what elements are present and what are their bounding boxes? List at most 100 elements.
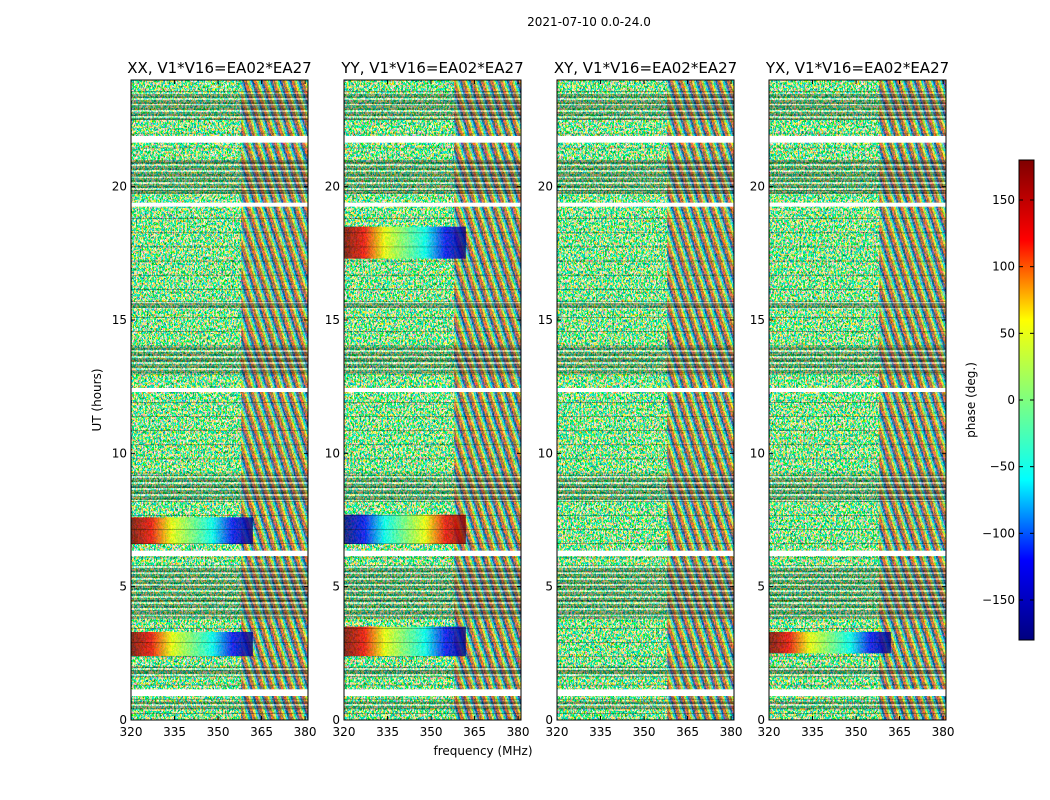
smooth-band <box>131 517 253 544</box>
colorbar-tick-label: −100 <box>982 526 1015 540</box>
phase-image-2 <box>557 80 734 720</box>
x-tick-label: 380 <box>932 725 955 739</box>
panel-frame <box>130 79 309 721</box>
striped-band <box>769 346 946 374</box>
panel-frame <box>768 79 947 721</box>
colorbar-tick-label: 150 <box>992 193 1015 207</box>
striped-band <box>344 474 521 502</box>
colorbar-tick-label: 100 <box>992 260 1015 274</box>
y-tick-label: 15 <box>112 313 127 327</box>
y-tick-label: 20 <box>112 180 127 194</box>
striped-band <box>131 346 308 374</box>
x-tick-label: 350 <box>845 725 868 739</box>
flag-gap <box>557 550 734 556</box>
striped-band <box>344 93 521 120</box>
striped-band <box>131 666 308 678</box>
flag-gap <box>344 388 521 392</box>
x-tick-label: 350 <box>633 725 656 739</box>
y-tick-label: 10 <box>750 446 765 460</box>
flag-gap <box>131 136 308 143</box>
y-tick-label: 10 <box>325 446 340 460</box>
striped-band <box>344 565 521 619</box>
flag-gap <box>131 689 308 696</box>
panel-title: XX, V1*V16=EA02*EA27 <box>127 59 311 77</box>
x-tick-label: 320 <box>120 725 143 739</box>
striped-band <box>557 346 734 374</box>
x-tick-label: 350 <box>207 725 230 739</box>
flag-gap <box>131 550 308 556</box>
x-tick-label: 365 <box>250 725 273 739</box>
panel-title: YY, V1*V16=EA02*EA27 <box>340 59 523 77</box>
x-tick-label: 320 <box>758 725 781 739</box>
panel-title: YX, V1*V16=EA02*EA27 <box>765 59 949 77</box>
flag-gap <box>769 202 946 207</box>
y-tick-label: 5 <box>332 580 340 594</box>
striped-band <box>769 666 946 678</box>
flag-gap <box>344 689 521 696</box>
panel-3: YX, V1*V16=EA02*EA27 320 335 350 365 380 0 5 10 1… <box>750 59 955 739</box>
striped-band <box>557 666 734 678</box>
flag-gap <box>557 689 734 696</box>
phase-image-3 <box>769 80 946 720</box>
striped-band <box>557 160 734 195</box>
striped-band <box>131 701 308 710</box>
y-tick-label: 0 <box>545 713 553 727</box>
x-tick-label: 335 <box>589 725 612 739</box>
smooth-band <box>344 226 466 259</box>
striped-band <box>557 474 734 502</box>
smooth-band <box>344 514 466 544</box>
panel-title: XY, V1*V16=EA02*EA27 <box>554 59 737 77</box>
colorbar-label: phase (deg.) <box>964 362 978 438</box>
striped-band <box>344 301 521 310</box>
flag-gap <box>557 136 734 143</box>
striped-band <box>769 93 946 120</box>
x-tick-label: 320 <box>546 725 569 739</box>
y-tick-label: 20 <box>750 180 765 194</box>
smooth-band <box>131 632 253 656</box>
flag-gap <box>769 550 946 556</box>
flag-gap <box>557 202 734 207</box>
x-tick-label: 380 <box>720 725 743 739</box>
colorbar-tick-label: −150 <box>982 593 1015 607</box>
x-tick-label: 335 <box>376 725 399 739</box>
x-tick-label: 365 <box>463 725 486 739</box>
y-tick-label: 0 <box>119 713 127 727</box>
striped-band <box>344 160 521 195</box>
striped-band <box>344 346 521 374</box>
panel-0: XX, V1*V16=EA02*EA27 320 335 350 365 380 0 5 10 1… <box>112 59 317 739</box>
smooth-band <box>344 626 466 656</box>
suptitle: 2021-07-10 0.0-24.0 <box>527 15 651 29</box>
panel-frame <box>556 79 735 721</box>
flag-gap <box>769 136 946 143</box>
striped-band <box>131 93 308 120</box>
y-tick-label: 0 <box>332 713 340 727</box>
striped-band <box>769 301 946 310</box>
striped-band <box>557 565 734 619</box>
y-tick-label: 10 <box>538 446 553 460</box>
striped-band <box>131 474 308 502</box>
smooth-band <box>769 632 891 654</box>
striped-band <box>131 301 308 310</box>
flag-gap <box>344 550 521 556</box>
x-tick-label: 365 <box>676 725 699 739</box>
x-tick-label: 335 <box>163 725 186 739</box>
colorbar-tick-label: 0 <box>1007 393 1015 407</box>
striped-band <box>769 701 946 710</box>
flag-gap <box>344 136 521 143</box>
panels-layer: XX, V1*V16=EA02*EA27 320 335 350 365 380 0 5 10 1… <box>112 59 955 739</box>
y-tick-label: 15 <box>538 313 553 327</box>
flag-gap <box>131 388 308 392</box>
x-tick-label: 335 <box>801 725 824 739</box>
colorbar: 150 100 50 0 −50 −100 −150 phase (deg.) <box>964 159 1035 641</box>
flag-gap <box>131 202 308 207</box>
y-tick-label: 5 <box>757 580 765 594</box>
x-tick-label: 365 <box>888 725 911 739</box>
striped-band <box>557 701 734 710</box>
flag-gap <box>769 689 946 696</box>
y-axis-label: UT (hours) <box>90 368 104 431</box>
y-tick-label: 0 <box>757 713 765 727</box>
y-tick-label: 20 <box>325 180 340 194</box>
flag-gap <box>557 388 734 392</box>
x-axis-label: frequency (MHz) <box>433 744 532 758</box>
